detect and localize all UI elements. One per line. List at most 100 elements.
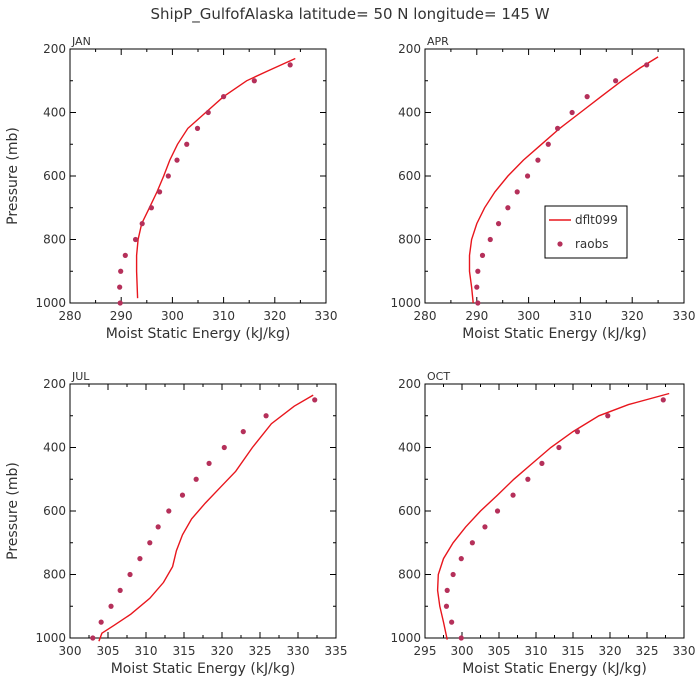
panel-oct: OCT 295 300 305 310 315 320 325 330 200 400 600 800 1… (390, 370, 695, 677)
data-point-raobs (108, 603, 114, 609)
data-point-raobs (179, 492, 186, 498)
data-point-raobs (474, 284, 480, 290)
data-point-raobs (221, 94, 227, 100)
x-tick-label: 330 (673, 309, 696, 323)
series-line-dflt099 (468, 56, 659, 304)
y-tick-label: 200 (398, 42, 421, 56)
data-point-raobs (117, 284, 123, 290)
x-tick-label: 320 (599, 644, 622, 658)
y-tick-label: 800 (43, 568, 66, 582)
y-tick-label: 1000 (35, 296, 66, 310)
panel-title: JAN (71, 35, 91, 48)
x-tick-label: 310 (569, 309, 592, 323)
x-tick-label: 305 (97, 644, 120, 658)
series-line-dflt099 (98, 394, 314, 642)
panels: JAN 280 290 300 310 320 330 200 400 600 800 1000 Moi… (5, 35, 695, 677)
plot-frame (69, 48, 327, 304)
data-point-raobs (98, 619, 104, 625)
data-point-raobs (137, 556, 143, 562)
y-tick-label: 400 (43, 441, 66, 455)
data-point-raobs (475, 300, 481, 306)
panel-title: JUL (71, 370, 90, 383)
series-line-dflt099 (135, 57, 296, 299)
data-point-raobs (118, 268, 124, 274)
data-point-raobs (449, 619, 455, 625)
data-point-raobs (469, 540, 475, 546)
y-tick-label: 200 (43, 42, 66, 56)
data-point-raobs (556, 444, 562, 451)
x-tick-label: 330 (315, 309, 338, 323)
x-tick-label: 335 (325, 644, 348, 658)
data-point-raobs (505, 205, 511, 211)
x-tick-label: 315 (562, 644, 585, 658)
data-point-raobs (545, 141, 551, 147)
x-tick-label: 310 (135, 644, 158, 658)
data-point-raobs (240, 429, 246, 435)
data-point-raobs (221, 444, 227, 451)
data-point-raobs (165, 173, 171, 179)
data-point-raobs (495, 221, 502, 227)
data-point-raobs (613, 78, 619, 84)
data-point-raobs (450, 571, 456, 578)
x-tick-label: 325 (636, 644, 659, 658)
data-point-raobs (494, 508, 501, 514)
plot-frame (424, 48, 685, 304)
panel-jul: JUL 300 305 310 315 320 325 330 335 200 400 600 800 1… (5, 370, 347, 677)
data-point-raobs (644, 62, 650, 68)
x-tick-label: 320 (263, 309, 286, 323)
data-point-raobs (443, 603, 450, 609)
data-point-raobs (514, 189, 520, 195)
data-point-raobs (479, 252, 486, 258)
panel-title: OCT (427, 370, 450, 383)
y-tick-label: 200 (398, 377, 421, 391)
data-point-raobs (90, 635, 96, 641)
legend-box (544, 205, 628, 259)
x-tick-label: 320 (621, 309, 644, 323)
data-point-raobs (132, 236, 139, 243)
data-point-raobs (444, 587, 450, 593)
plot-frame (69, 383, 337, 639)
x-tick-label: 300 (161, 309, 184, 323)
data-point-raobs (660, 397, 666, 403)
x-tick-label: 290 (110, 309, 133, 323)
data-point-raobs (147, 540, 153, 546)
y-tick-label: 1000 (390, 296, 421, 310)
x-tick-label: 300 (59, 644, 82, 658)
y-tick-label: 600 (398, 504, 421, 518)
data-point-raobs (555, 125, 561, 131)
y-tick-label: 400 (43, 106, 66, 120)
data-point-raobs (174, 157, 180, 163)
x-tick-label: 300 (451, 644, 474, 658)
y-tick-label: 200 (43, 377, 66, 391)
data-point-raobs (193, 476, 199, 482)
legend-entry-model: dflt099 (575, 213, 618, 227)
x-tick-label: 310 (212, 309, 235, 323)
legend-entry-obs: raobs (575, 237, 609, 251)
data-point-raobs (458, 635, 464, 641)
x-tick-label: 295 (414, 644, 437, 658)
y-tick-label: 800 (398, 568, 421, 582)
data-point-raobs (122, 252, 128, 258)
data-point-raobs (312, 397, 318, 403)
y-tick-label: 600 (43, 169, 66, 183)
data-point-raobs (117, 300, 123, 306)
data-point-raobs (206, 460, 212, 466)
data-point-raobs (510, 492, 516, 498)
data-point-raobs (584, 94, 590, 100)
x-axis-label: Moist Static Energy (kJ/kg) (106, 326, 291, 342)
data-point-raobs (205, 109, 211, 116)
data-point-raobs (569, 109, 575, 116)
data-point-raobs (487, 236, 493, 243)
data-point-raobs (263, 413, 269, 419)
x-tick-label: 330 (287, 644, 310, 658)
data-point-raobs (194, 125, 201, 131)
data-point-raobs (525, 476, 531, 482)
data-point-raobs (148, 205, 155, 211)
x-tick-label: 315 (173, 644, 196, 658)
y-tick-label: 400 (398, 106, 421, 120)
data-point-raobs (139, 221, 145, 227)
y-tick-label: 1000 (390, 631, 421, 645)
data-point-raobs (287, 62, 293, 68)
data-point-raobs (524, 173, 531, 179)
